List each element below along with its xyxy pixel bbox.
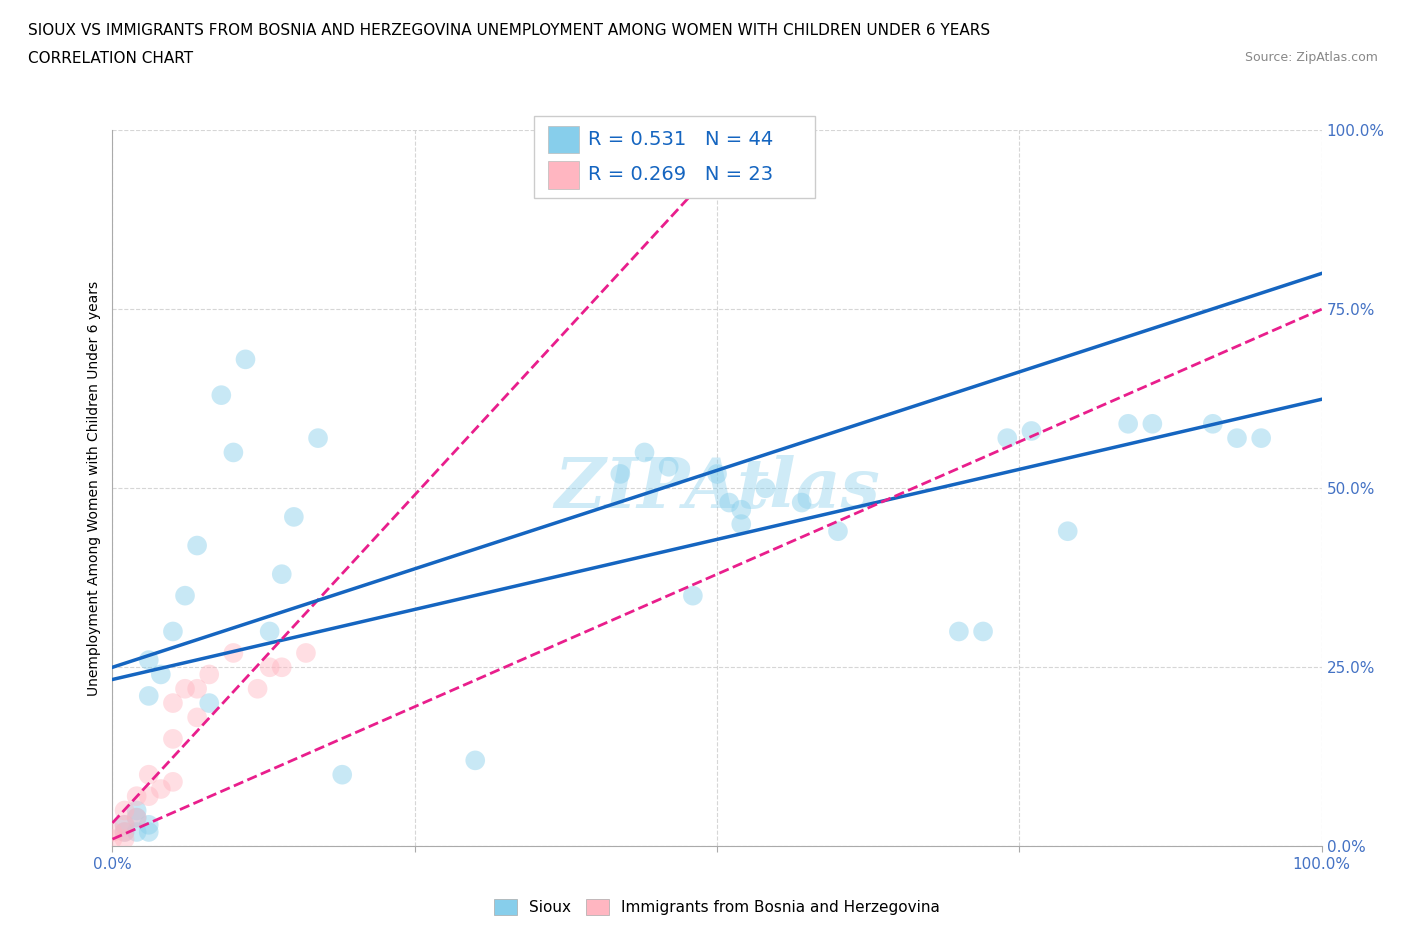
Point [307,431,329,445]
Point [125,804,148,818]
Point [222,445,245,460]
Point [1250,431,1272,445]
Point [1226,431,1249,445]
Point [162,696,184,711]
Point [730,502,752,517]
Point [101,825,124,840]
Point [186,538,208,553]
Point [138,817,160,832]
Point [259,660,281,675]
Y-axis label: Unemployment Among Women with Children Under 6 years: Unemployment Among Women with Children U… [87,281,101,696]
Point [270,660,292,675]
Point [464,753,486,768]
Point [198,667,221,682]
Point [633,445,655,460]
Point [114,804,136,818]
Point [138,767,160,782]
Point [972,624,994,639]
Point [209,388,232,403]
Point [995,431,1018,445]
Point [283,510,305,525]
Point [114,817,136,832]
Point [790,495,813,510]
Point [827,524,849,538]
Point [718,495,741,510]
Text: CORRELATION CHART: CORRELATION CHART [28,51,193,66]
Point [754,481,776,496]
Point [114,817,136,832]
Point [198,696,221,711]
Point [235,352,257,366]
Point [125,810,148,825]
Point [706,467,728,482]
Point [270,566,292,581]
Point [101,831,124,846]
Point [186,710,208,724]
Text: SIOUX VS IMMIGRANTS FROM BOSNIA AND HERZEGOVINA UNEMPLOYMENT AMONG WOMEN WITH CH: SIOUX VS IMMIGRANTS FROM BOSNIA AND HERZ… [28,23,990,38]
Point [125,789,148,804]
Point [149,667,172,682]
Point [295,645,318,660]
Point [609,467,631,482]
Point [1021,423,1043,438]
Point [658,459,681,474]
Point [222,645,245,660]
Point [174,589,197,604]
Point [125,825,148,840]
Point [162,775,184,790]
Point [114,825,136,840]
Point [162,624,184,639]
Point [138,789,160,804]
Point [114,831,136,846]
Point [125,810,148,825]
Point [1116,417,1139,432]
Point [186,682,208,697]
Point [330,767,353,782]
Point [138,688,160,703]
Point [174,682,197,697]
Text: R = 0.269   N = 23: R = 0.269 N = 23 [588,166,773,184]
Text: ZIPAtlas: ZIPAtlas [554,455,880,522]
Text: R = 0.531   N = 44: R = 0.531 N = 44 [588,130,773,149]
Point [730,517,752,532]
Legend: Sioux, Immigrants from Bosnia and Herzegovina: Sioux, Immigrants from Bosnia and Herzeg… [488,893,946,921]
Text: Source: ZipAtlas.com: Source: ZipAtlas.com [1244,51,1378,64]
Point [1056,524,1078,538]
Point [948,624,970,639]
Point [259,624,281,639]
Point [682,589,704,604]
Point [1202,417,1225,432]
Point [149,781,172,796]
Point [162,731,184,746]
Point [246,682,269,697]
Point [1142,417,1164,432]
Point [114,825,136,840]
Point [138,825,160,840]
Point [138,653,160,668]
